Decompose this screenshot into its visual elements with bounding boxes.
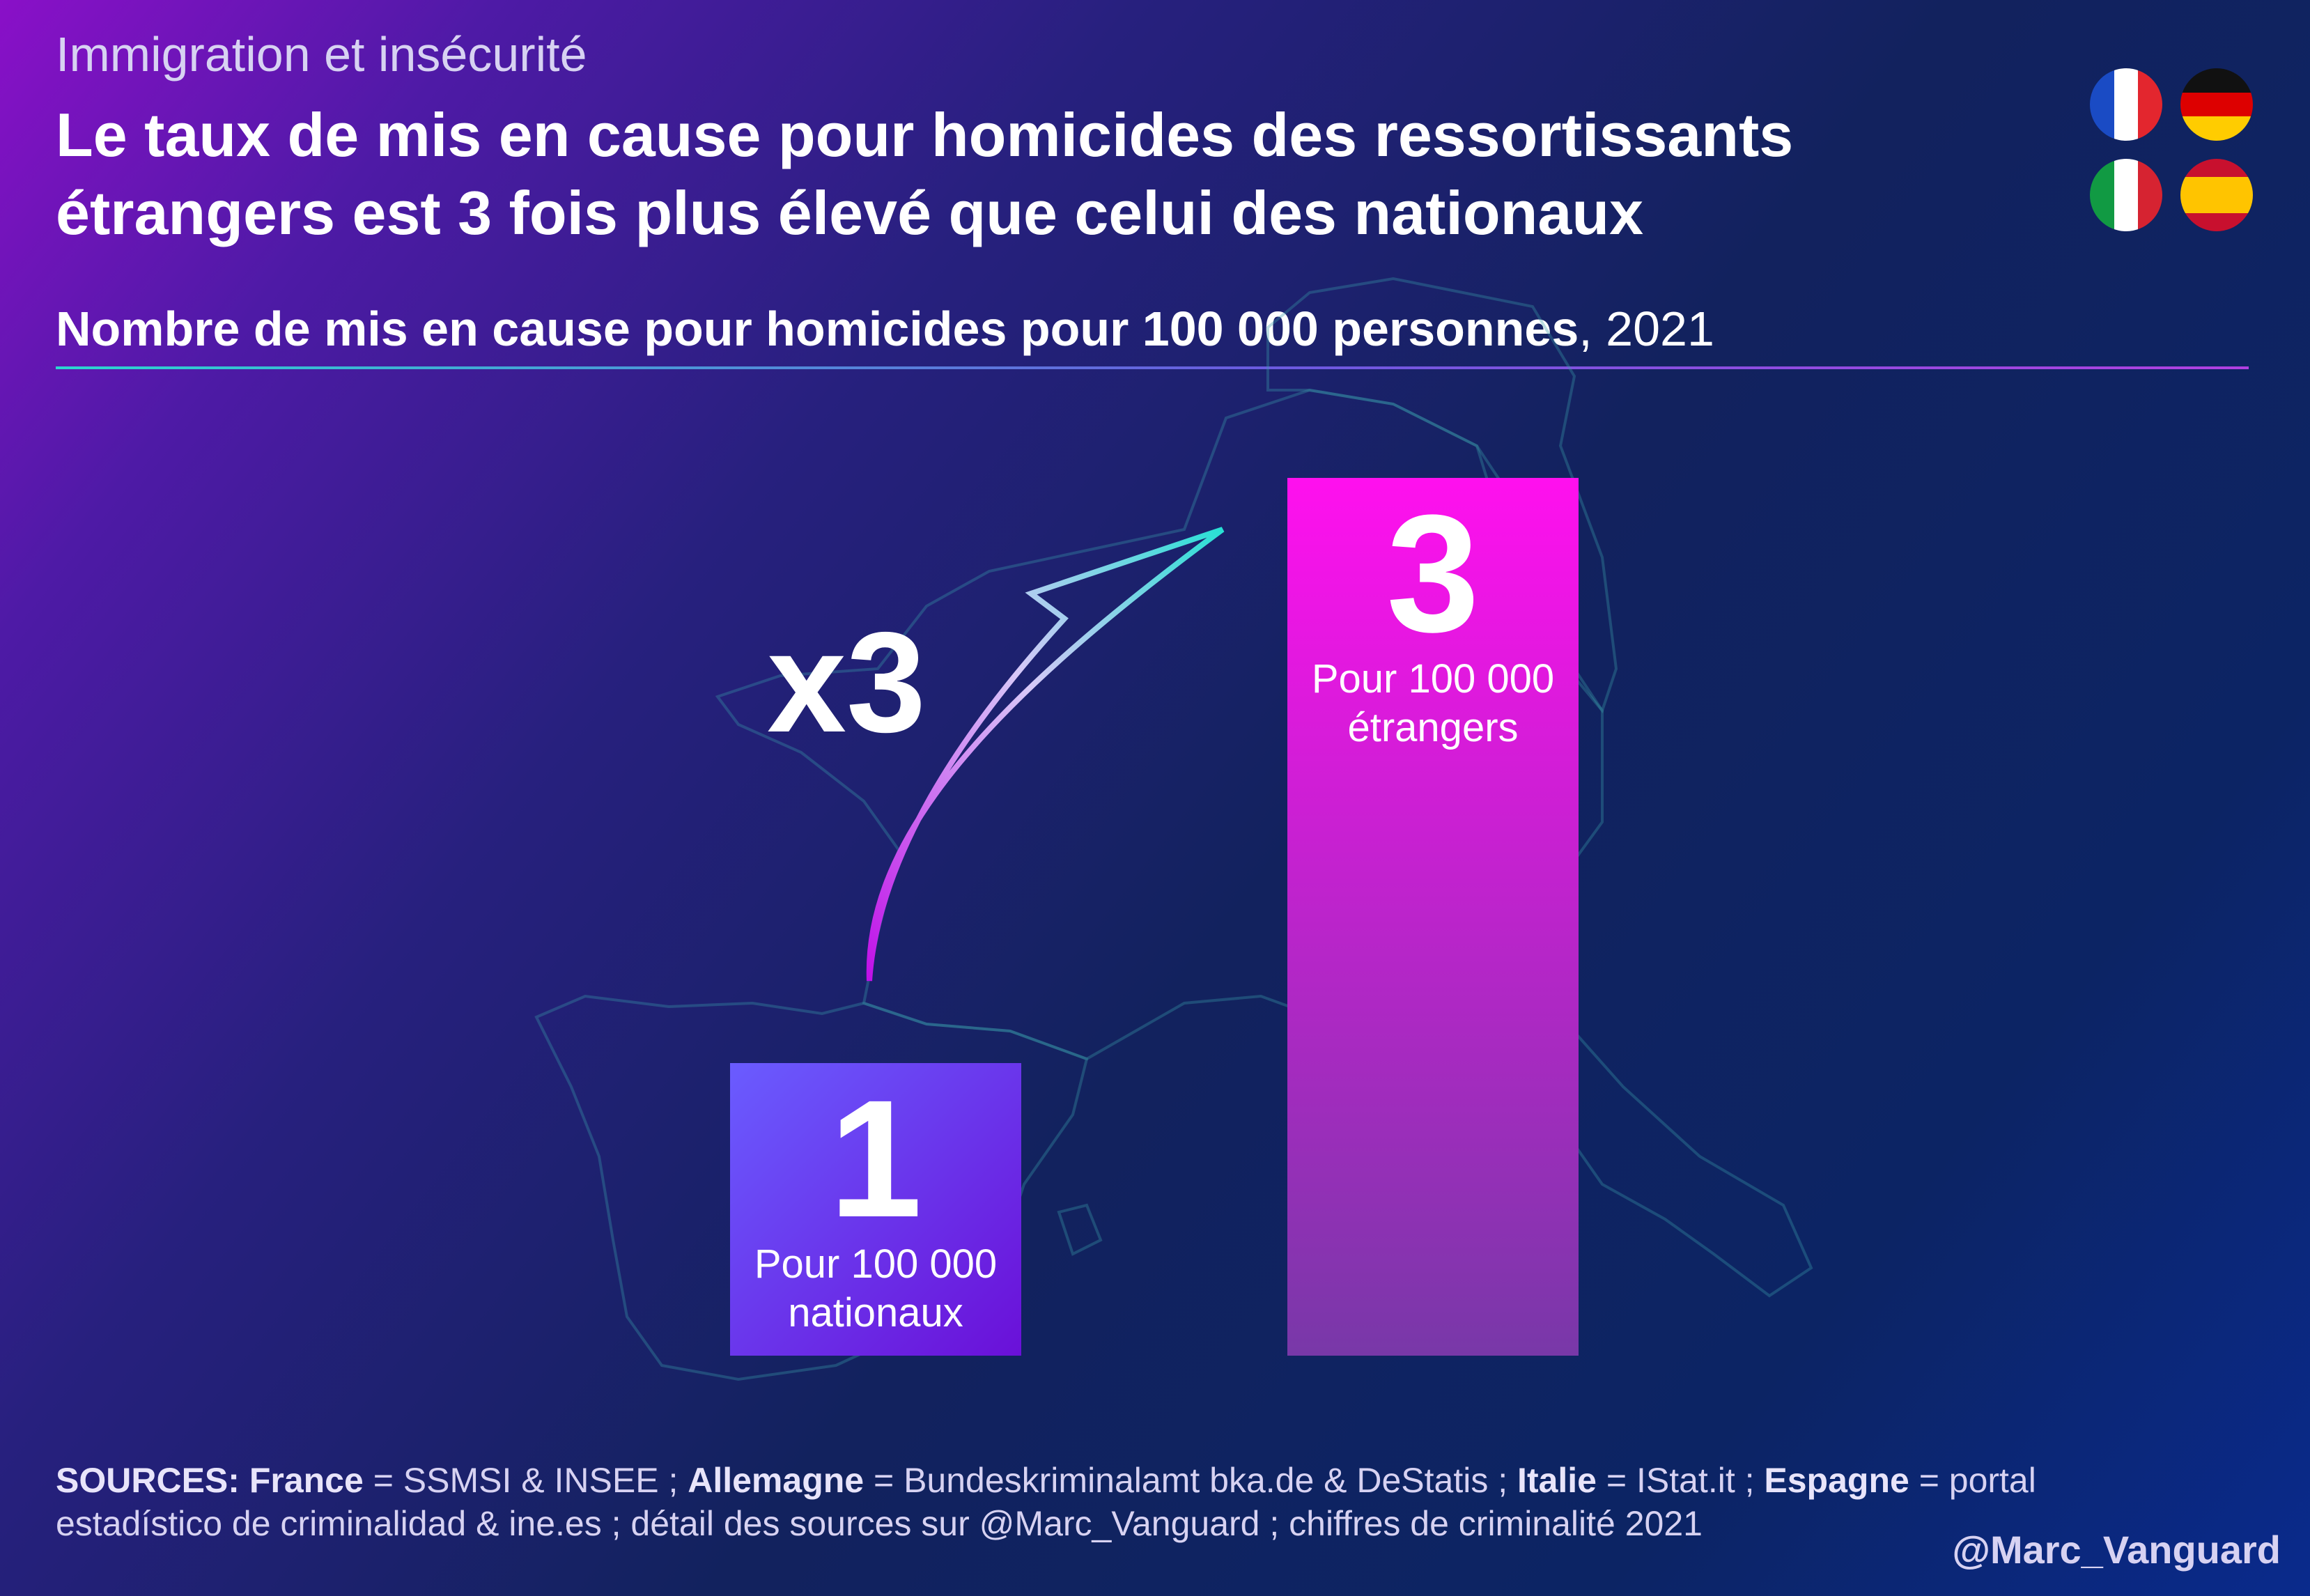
bar-value-etrangers: 3 (1386, 480, 1479, 667)
title-line-1: Le taux de mis en cause pour homicides d… (56, 100, 1794, 169)
source-france-label: France (249, 1461, 364, 1500)
source-france-text: = SSMSI & INSEE ; (363, 1461, 688, 1500)
sources-footnote: SOURCES: France = SSMSI & INSEE ; Allema… (56, 1459, 2118, 1545)
spain-flag-icon (2180, 159, 2253, 231)
chart-subtitle: Nombre de mis en cause pour homicides po… (56, 301, 1714, 357)
bar-etrangers (1287, 478, 1579, 1356)
bar-nationaux (730, 1063, 1021, 1356)
bar-sublabel-etrangers-2: étrangers (1347, 705, 1518, 750)
source-germany-text: = Bundeskriminalamt bka.de & DeStatis ; (864, 1461, 1518, 1500)
kicker-text: Immigration et insécurité (56, 27, 587, 82)
source-spain-text: = portal estadístico de criminalidad & i… (56, 1461, 2036, 1543)
country-flags (2090, 68, 2253, 234)
growth-arrow-icon (866, 527, 1225, 982)
subtitle-measure: Nombre de mis en cause pour homicides po… (56, 302, 1579, 356)
source-italy-label: Italie (1517, 1461, 1597, 1500)
title-line-2: étrangers est 3 fois plus élevé que celu… (56, 178, 1644, 247)
source-spain-label: Espagne (1764, 1461, 1909, 1500)
title-divider (56, 366, 2249, 369)
bar-sublabel-nationaux-1: Pour 100 000 (754, 1241, 997, 1287)
source-germany-label: Allemagne (688, 1461, 865, 1500)
author-handle[interactable]: @Marc_Vanguard (1952, 1528, 2281, 1572)
bar-value-nationaux: 1 (829, 1065, 922, 1252)
sources-label: SOURCES: (56, 1461, 240, 1500)
subtitle-year: , 2021 (1579, 302, 1714, 356)
bar-sublabel-nationaux-2: nationaux (788, 1290, 963, 1335)
multiplier-annotation: x3 (767, 603, 926, 762)
bar-sublabel-etrangers-1: Pour 100 000 (1312, 656, 1554, 702)
source-italy-text: = IStat.it ; (1597, 1461, 1765, 1500)
europe-map-outline (534, 277, 1813, 1381)
page-title: Le taux de mis en cause pour homicides d… (56, 96, 2006, 252)
